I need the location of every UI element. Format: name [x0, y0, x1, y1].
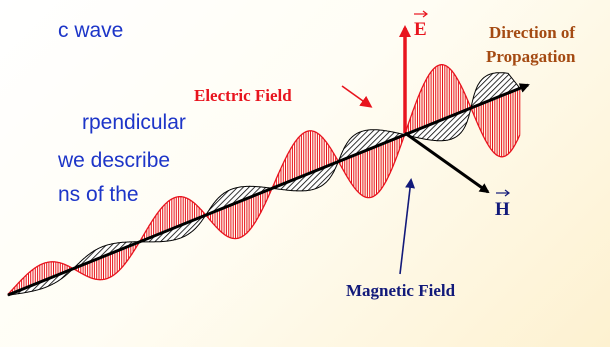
direction-label-line-1: Direction of: [489, 23, 575, 42]
slide-text-line-4: ns of the: [58, 183, 139, 206]
electric-field-pointer: [341, 85, 373, 108]
electric-field-wave: [7, 64, 521, 295]
slide-text-line-3: we describe: [58, 149, 171, 172]
h-vector-label: H: [495, 199, 510, 220]
propagation-axis: [7, 83, 530, 297]
magnetic-field-pointer: [399, 178, 416, 275]
slide-text-line-2: rpendicular: [82, 111, 186, 134]
electric-field-label: Electric Field: [194, 86, 292, 105]
magnetic-field-label: Magnetic Field: [346, 281, 456, 300]
magnetic-field-wave: [7, 72, 521, 296]
h-vector-overline-tip: [504, 189, 510, 197]
e-vector-overline-tip: [422, 10, 428, 18]
direction-label-line-2: Propagation: [486, 47, 576, 66]
e-vector-label: E: [414, 19, 427, 40]
slide-body-text: c wave rpendicular we describe ns of the: [0, 0, 200, 347]
slide-text-line-1: c wave: [58, 19, 124, 42]
h-vector-arrow: [404, 131, 490, 194]
electric-field-hatching: [7, 64, 521, 295]
